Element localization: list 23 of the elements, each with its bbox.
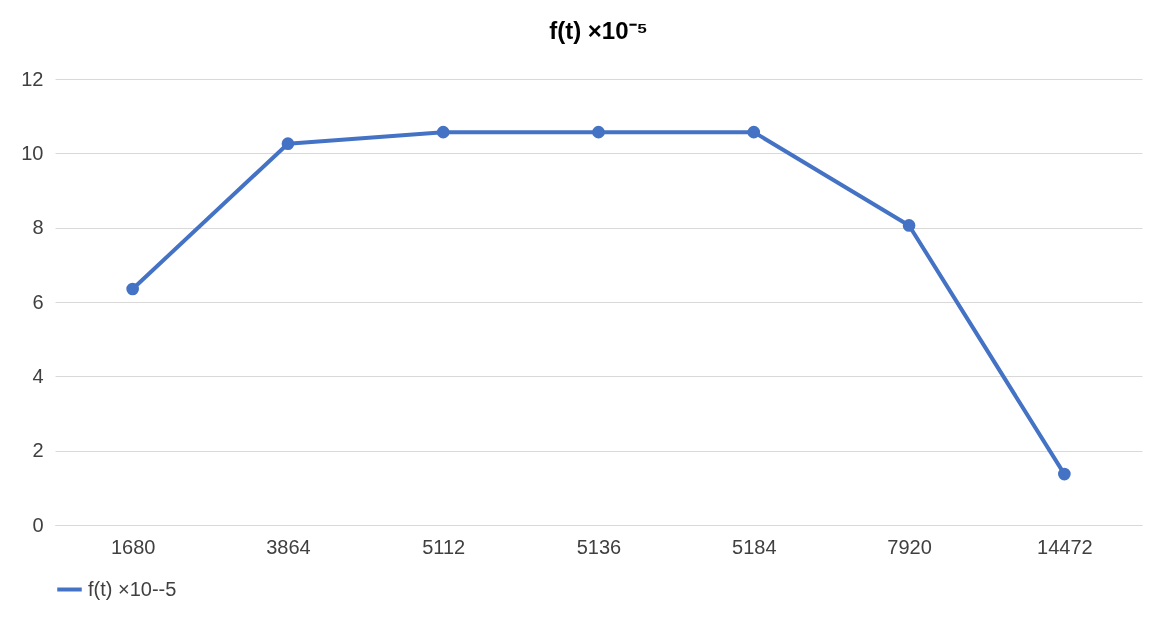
y-tick-label: 12 bbox=[21, 67, 44, 90]
x-tick-label: 3864 bbox=[266, 535, 311, 558]
y-tick-label: 0 bbox=[32, 513, 44, 536]
point bbox=[592, 125, 605, 139]
y-tick-label: 10 bbox=[21, 141, 44, 164]
chart-title: f(t) ×10⁻⁵ bbox=[549, 17, 648, 44]
point bbox=[902, 219, 916, 232]
y-tick-label: 4 bbox=[32, 364, 44, 387]
x-tick-label: 1680 bbox=[110, 535, 156, 558]
x-tick-label: 5112 bbox=[422, 535, 466, 558]
y-tick-label: 8 bbox=[32, 216, 44, 239]
x-tick-label: 14472 bbox=[1037, 535, 1093, 558]
y-tick-label: 6 bbox=[32, 290, 44, 313]
x-tick-label: 5184 bbox=[732, 535, 777, 558]
point bbox=[747, 125, 761, 139]
legend-label: f(t) ×10--5 bbox=[88, 577, 177, 600]
point bbox=[126, 282, 139, 296]
x-tick-label: 5136 bbox=[576, 535, 622, 558]
point bbox=[281, 137, 295, 150]
y-tick-label: 2 bbox=[32, 439, 44, 462]
point bbox=[436, 125, 450, 139]
x-tick-label: 7920 bbox=[887, 535, 932, 558]
point bbox=[1058, 467, 1071, 481]
